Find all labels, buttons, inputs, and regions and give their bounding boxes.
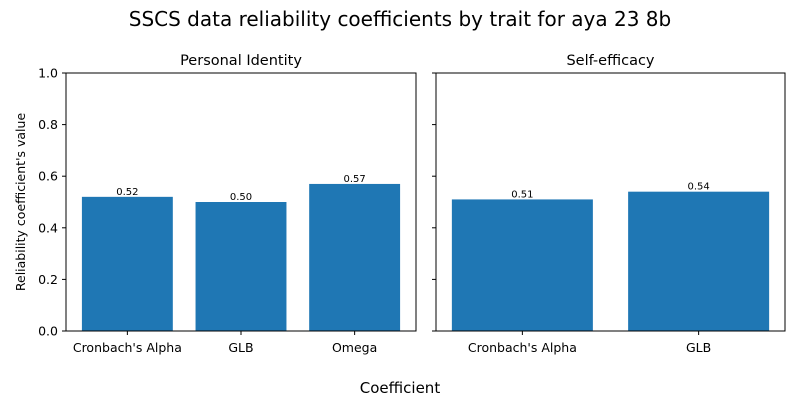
x-axis-label: Coefficient	[360, 379, 441, 397]
bar	[309, 183, 401, 331]
bar-value-label: 0.57	[344, 174, 366, 185]
bar-value-label: 0.52	[116, 187, 138, 198]
y-tick-label: 0.4	[38, 220, 58, 235]
x-tick-label: Cronbach's Alpha	[468, 340, 577, 355]
y-axis-label: Reliability coefficient's value	[13, 113, 28, 292]
bar-value-label: 0.54	[687, 182, 709, 193]
y-tick-label: 0.6	[38, 169, 58, 184]
bar	[195, 202, 287, 331]
x-tick-label: Cronbach's Alpha	[73, 340, 182, 355]
panel-frame	[435, 72, 786, 332]
y-tick-label: 0.8	[38, 117, 58, 132]
x-tick-label: Omega	[332, 340, 377, 355]
panel-title: Self-efficacy	[566, 53, 654, 69]
chart-panels: Personal Identity 0.52 Cronbach's Alpha 0.5…	[38, 53, 786, 355]
bar	[628, 191, 770, 331]
y-tick-label: 0.0	[38, 324, 58, 339]
panel-1: Personal Identity 0.52 Cronbach's Alpha 0.5…	[38, 53, 417, 355]
bar-value-label: 0.50	[230, 192, 252, 203]
y-tick-label: 1.0	[38, 66, 58, 81]
panel-2: Self-efficacy 0.51 Cronbach's Alpha 0.54 GLB	[432, 53, 786, 355]
x-tick-label: GLB	[228, 340, 253, 355]
figure-title: SSCS data reliability coefficients by tr…	[129, 7, 671, 31]
panel-title: Personal Identity	[180, 53, 302, 69]
bar-value-label: 0.51	[511, 189, 533, 200]
y-tick-label: 0.2	[38, 272, 58, 287]
x-tick-label: GLB	[686, 340, 711, 355]
bar	[451, 199, 593, 331]
bar	[81, 196, 173, 331]
panel-frame	[65, 72, 417, 332]
